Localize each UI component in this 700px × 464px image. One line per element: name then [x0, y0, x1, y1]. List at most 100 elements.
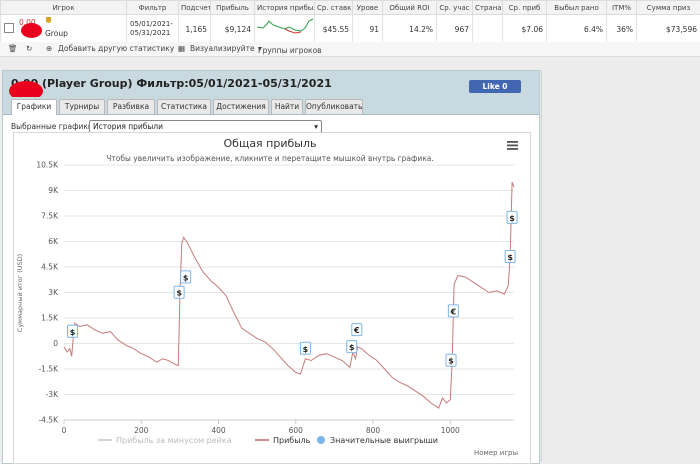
table-row[interactable]: 0.00 Group 05/01/2021- 05/31/2021 1,165 …	[1, 15, 700, 44]
player-group-label: Group	[45, 29, 68, 38]
trophy-icon	[46, 17, 51, 23]
player-cell[interactable]: 0.00 Group	[1, 15, 127, 44]
y-tick-label: -4.5K	[38, 416, 59, 425]
trash-icon[interactable]: 🗑	[8, 44, 18, 53]
y-tick-label: -1.5K	[38, 365, 59, 374]
avg-stake-cell: $45.55	[315, 15, 353, 44]
avg-profit-cell: $7.06	[503, 15, 547, 44]
chart-select-label: Выбранные графики:	[11, 122, 95, 131]
big-win-marker[interactable]: $	[446, 354, 456, 366]
col-header-country[interactable]: Страна	[473, 1, 503, 15]
big-win-marker[interactable]: €	[352, 324, 362, 336]
col-header-filter[interactable]: Фильтр	[127, 1, 179, 15]
player-groups-menu[interactable]: Группы игроков ▾	[258, 44, 262, 53]
col-header-profit[interactable]: Прибыль	[211, 1, 255, 15]
count-cell: 1,165	[179, 15, 211, 44]
chart-icon[interactable]: ▦	[178, 44, 185, 53]
col-header-avg-profit[interactable]: Ср. приб	[503, 1, 547, 15]
panel-title: 0.00 (Player Group) Фильтр:05/01/2021-05…	[11, 77, 332, 90]
big-win-marker[interactable]: $	[505, 251, 515, 263]
y-tick-label: 3K	[48, 288, 59, 297]
svg-text:$: $	[183, 273, 189, 282]
svg-text:$: $	[507, 253, 513, 262]
big-win-marker[interactable]: $	[300, 342, 310, 354]
x-tick-label: 600	[289, 426, 304, 435]
prize-sum-cell: $73,596	[637, 15, 700, 44]
refresh-icon[interactable]: ↻	[26, 44, 32, 53]
big-win-marker[interactable]: $	[347, 341, 357, 353]
col-header-itm[interactable]: ITM%	[607, 1, 637, 15]
chart-menu-icon[interactable]	[507, 141, 518, 150]
country-cell	[473, 15, 503, 44]
x-axis-label: Номер игры	[474, 449, 518, 457]
tab-tournaments[interactable]: Турниры	[59, 99, 105, 114]
redacted-player-name	[21, 23, 42, 38]
y-tick-label: 1.5K	[41, 314, 59, 323]
y-tick-label: 7.5K	[41, 212, 59, 221]
y-tick-label: 9K	[48, 186, 59, 195]
tab-breakdown[interactable]: Разбивка	[107, 99, 155, 114]
legend-item[interactable]: Значительные выигрыши	[317, 436, 438, 445]
x-tick-label: 0	[62, 426, 67, 435]
col-header-prize-sum[interactable]: Сумма приз	[637, 1, 700, 15]
chart-container[interactable]: Общая прибыль Чтобы увеличить изображени…	[13, 132, 531, 464]
svg-text:Прибыль за минусом рейка: Прибыль за минусом рейка	[116, 436, 232, 445]
chart-subtitle: Чтобы увеличить изображение, кликните и …	[106, 154, 434, 163]
col-header-avg-entrants[interactable]: Ср. учас	[437, 1, 473, 15]
tab-charts[interactable]: Графики	[11, 99, 57, 115]
avg-entrants-cell: 967	[437, 15, 473, 44]
col-header-avg-stake[interactable]: Ср. ставк	[315, 1, 353, 15]
big-win-marker[interactable]: $	[67, 325, 77, 337]
chart-title: Общая прибыль	[224, 137, 317, 150]
col-header-total-roi[interactable]: Общий ROI	[383, 1, 437, 15]
early-exit-cell: 6.4%	[547, 15, 607, 44]
facebook-like-button[interactable]: Like 0	[469, 80, 521, 93]
legend-item[interactable]: Прибыль за минусом рейка	[98, 436, 232, 445]
level-cell: 91	[353, 15, 383, 44]
chevron-down-icon: ▾	[314, 121, 318, 132]
big-win-marker[interactable]: €	[448, 305, 458, 317]
x-tick-label: 1000	[441, 426, 460, 435]
col-header-player[interactable]: Игрок	[1, 1, 127, 15]
big-win-marker[interactable]: $	[174, 286, 184, 298]
svg-text:€: €	[353, 326, 360, 335]
x-tick-label: 200	[134, 426, 149, 435]
col-header-count[interactable]: Подсчет	[179, 1, 211, 15]
col-header-profit-history[interactable]: История прибыль	[255, 1, 315, 15]
itm-cell: 36%	[607, 15, 637, 44]
col-header-early-exit[interactable]: Выбыл рано	[547, 1, 607, 15]
tab-statistics[interactable]: Статистика	[157, 99, 211, 114]
svg-text:$: $	[70, 328, 76, 337]
y-tick-label: 4.5K	[41, 263, 59, 272]
x-tick-label: 400	[211, 426, 226, 435]
y-tick-label: -3K	[46, 390, 59, 399]
y-tick-label: 6K	[48, 237, 59, 246]
stats-toolbar: 🗑 ↻ ⊕ Добавить другую статистику ▦ Визуа…	[0, 42, 700, 57]
svg-text:$: $	[303, 345, 309, 354]
tab-find[interactable]: Найти	[271, 99, 303, 114]
row-checkbox[interactable]	[4, 23, 14, 33]
svg-text:$: $	[509, 214, 515, 223]
y-axis-label: Суммарный итог (USD)	[16, 254, 24, 332]
visualize-link[interactable]: Визуализируйте	[190, 44, 255, 53]
panel-tabs: Графики Турниры Разбивка Статистика Дост…	[3, 97, 539, 115]
add-stats-icon[interactable]: ⊕	[46, 44, 52, 53]
big-win-marker[interactable]: $	[507, 211, 517, 223]
svg-text:$: $	[176, 289, 182, 298]
tab-publish[interactable]: Опубликовать	[305, 99, 363, 114]
y-tick-label: 10.5K	[36, 161, 59, 170]
svg-text:$: $	[448, 357, 454, 366]
svg-text:Значительные выигрыши: Значительные выигрыши	[330, 436, 438, 445]
col-header-level[interactable]: Урове	[353, 1, 383, 15]
tab-achievements[interactable]: Достижения	[213, 99, 269, 114]
stats-table: Игрок Фильтр Подсчет Прибыль История при…	[0, 0, 700, 43]
legend-item[interactable]: Прибыль	[255, 436, 311, 445]
add-stats-link[interactable]: Добавить другую статистику	[58, 44, 174, 53]
svg-text:€: €	[450, 307, 457, 316]
profit-chart[interactable]: Общая прибыль Чтобы увеличить изображени…	[14, 133, 530, 463]
x-tick-label: 800	[366, 426, 381, 435]
big-win-marker[interactable]: $	[181, 271, 191, 283]
svg-text:Прибыль: Прибыль	[273, 436, 311, 445]
svg-text:$: $	[349, 343, 355, 352]
filter-cell: 05/01/2021- 05/31/2021	[127, 15, 179, 44]
